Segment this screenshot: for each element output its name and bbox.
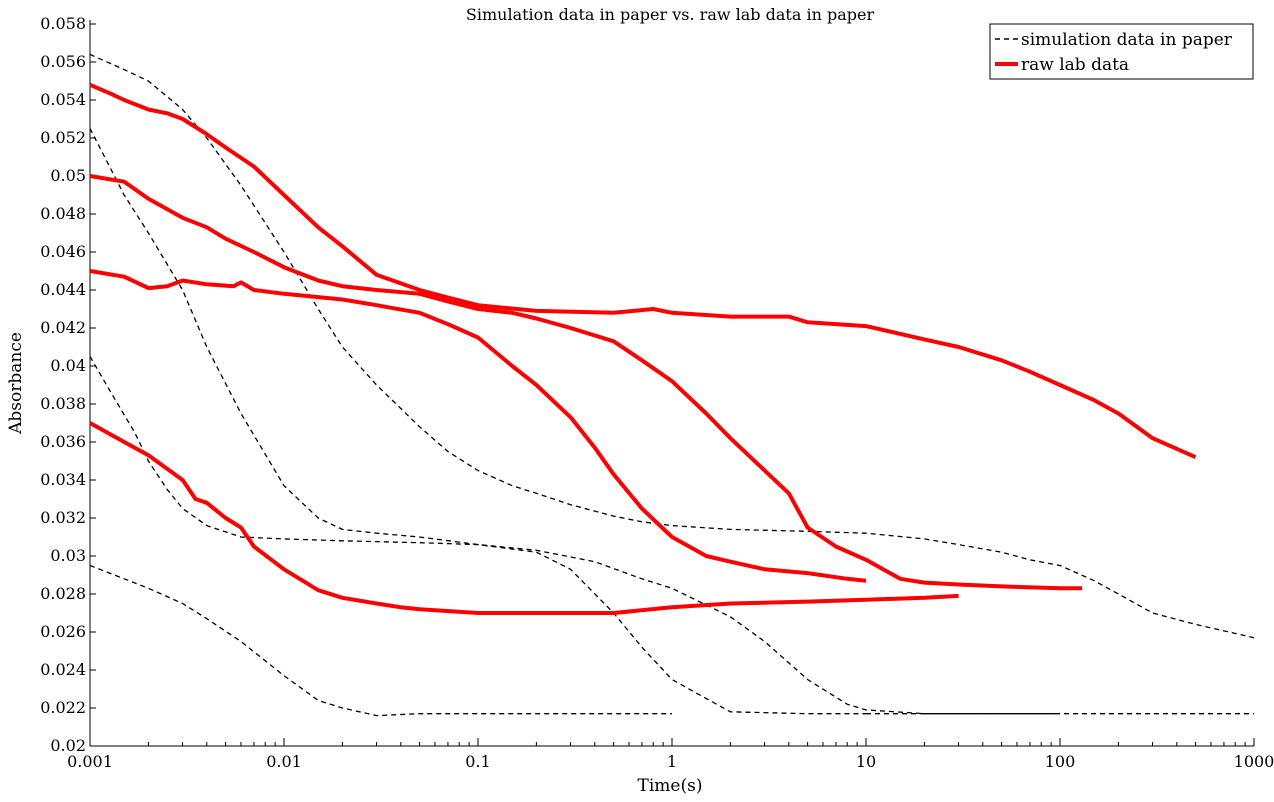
- y-tick-label: 0.024: [40, 660, 86, 679]
- y-tick-label: 0.048: [40, 204, 86, 223]
- legend-box: [989, 23, 1254, 80]
- x-tick-label: 0.01: [266, 752, 302, 771]
- y-axis-title: Absorbance: [6, 332, 26, 435]
- simulation-series-line-2: [89, 128, 1060, 715]
- legend: simulation data in paper raw lab data: [989, 23, 1254, 80]
- y-axis: 0.02 0.022 0.024 0.026 0.028 0.03 0.032 0.034 0.…: [40, 14, 96, 755]
- simulation-series-line-3: [89, 53, 1255, 639]
- x-axis: 0.001 0.01 0.1 1 10 100 1000: [67, 738, 1274, 771]
- x-axis-title: Time(s): [638, 776, 703, 796]
- chart-title: Simulation data in paper vs. raw lab dat…: [466, 5, 875, 24]
- y-tick-label: 0.056: [40, 52, 86, 71]
- y-tick-label: 0.03: [50, 546, 86, 565]
- y-tick-label: 0.044: [40, 280, 86, 299]
- y-tick-label: 0.026: [40, 622, 86, 641]
- y-tick-label: 0.058: [40, 14, 86, 33]
- y-tick-label: 0.054: [40, 90, 86, 109]
- y-tick-label: 0.046: [40, 242, 86, 261]
- x-tick-label: 1: [667, 752, 677, 771]
- x-tick-label: 0.1: [465, 752, 490, 771]
- raw-lab-series-line-5: [89, 421, 959, 615]
- raw-lab-series-line-6: [89, 269, 867, 583]
- simulation-series-line-1: [89, 356, 866, 715]
- y-tick-label: 0.02: [50, 736, 86, 755]
- y-tick-label: 0.028: [40, 584, 86, 603]
- x-tick-label: 100: [1045, 752, 1076, 771]
- legend-label-raw: raw lab data: [1021, 55, 1129, 75]
- y-tick-label: 0.04: [50, 356, 86, 375]
- y-tick-label: 0.036: [40, 432, 86, 451]
- y-tick-label: 0.034: [40, 470, 86, 489]
- y-tick-label: 0.042: [40, 318, 86, 337]
- simulation-series-line-0: [89, 564, 672, 717]
- x-tick-label: 10: [856, 752, 876, 771]
- raw-lab-series-line-8: [89, 82, 1197, 460]
- raw-lab-series-line-7: [89, 174, 1083, 591]
- y-tick-label: 0.022: [40, 698, 86, 717]
- plot-area: [89, 53, 1255, 717]
- x-tick-label: 1000: [1234, 752, 1274, 771]
- x-tick-label: 0.001: [67, 752, 113, 771]
- y-tick-label: 0.038: [40, 394, 86, 413]
- y-tick-label: 0.05: [50, 166, 86, 185]
- y-tick-label: 0.052: [40, 128, 86, 147]
- y-tick-label: 0.032: [40, 508, 86, 527]
- legend-label-simulation: simulation data in paper: [1021, 30, 1233, 50]
